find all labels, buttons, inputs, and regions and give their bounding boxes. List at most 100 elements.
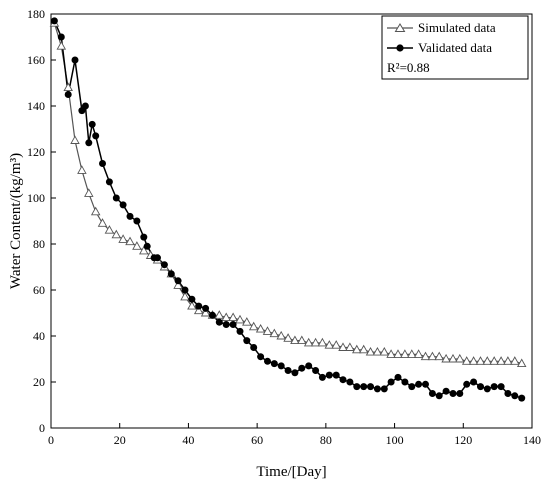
simulated-point — [441, 353, 451, 363]
validated-point — [250, 344, 258, 351]
y-tick-label: 60 — [33, 283, 45, 297]
validated-point — [140, 233, 148, 241]
simulated-point — [262, 326, 273, 335]
validated-point — [119, 201, 127, 209]
simulated-point — [90, 206, 101, 216]
validated-point — [401, 378, 409, 386]
validated-point — [408, 383, 416, 391]
validated-point — [463, 380, 471, 388]
validated-point — [435, 392, 443, 400]
simulated-point — [338, 342, 348, 351]
validated-point — [181, 286, 189, 294]
validated-point — [442, 387, 450, 395]
simulated-point — [77, 165, 87, 174]
simulated-point — [358, 344, 369, 354]
validated-point — [264, 357, 271, 365]
y-tick-label: 140 — [27, 99, 45, 113]
x-tick-label: 80 — [320, 433, 332, 447]
y-tick-label: 20 — [33, 375, 45, 389]
x-axis-title: Time/[Day] — [256, 464, 326, 480]
simulated-point — [461, 356, 472, 365]
validated-point — [154, 254, 161, 262]
simulated-point — [269, 328, 280, 338]
simulated-point — [214, 310, 225, 319]
simulated-point — [221, 312, 231, 322]
simulated-point — [455, 353, 465, 363]
simulated-point — [331, 340, 341, 349]
validated-point — [133, 217, 141, 225]
simulated-point — [482, 356, 493, 365]
validated-point — [504, 390, 512, 397]
validated-point — [202, 304, 210, 312]
validated-point — [332, 371, 340, 379]
simulated-point — [228, 312, 238, 322]
validated-point — [277, 362, 285, 370]
simulated-point — [180, 291, 190, 301]
validated-point — [312, 367, 320, 374]
simulated-point — [235, 314, 245, 324]
validated-point — [57, 33, 65, 41]
simulated-point — [84, 188, 94, 197]
simulated-point — [434, 351, 444, 361]
validated-point — [394, 373, 402, 381]
y-tick-label: 160 — [27, 53, 45, 67]
simulated-point — [475, 356, 486, 365]
validated-point — [257, 353, 265, 361]
simulated-point — [448, 353, 458, 363]
simulated-point — [345, 342, 355, 351]
simulated-point — [372, 346, 383, 356]
validated-point — [428, 390, 436, 397]
validated-point — [483, 385, 491, 393]
legend-marker-simulated — [394, 23, 406, 32]
simulated-point — [70, 135, 80, 144]
validated-point — [456, 390, 464, 397]
validated-point — [188, 295, 196, 303]
legend-label-validated: Validated data — [418, 40, 492, 55]
validated-point — [325, 371, 333, 379]
y-tick-label: 40 — [33, 329, 45, 343]
validated-point — [209, 311, 216, 319]
legend-marker-validated — [396, 44, 404, 52]
simulated-point — [317, 337, 328, 347]
validated-point — [422, 380, 429, 388]
series-layer — [49, 17, 527, 402]
simulated-point — [255, 323, 266, 333]
simulated-point — [365, 346, 376, 356]
validated-point — [229, 321, 237, 328]
simulated-point — [104, 225, 115, 234]
simulated-point — [297, 335, 307, 345]
simulated-point — [386, 349, 396, 358]
simulated-point — [132, 241, 142, 250]
validated-point — [380, 385, 388, 393]
simulated-point — [63, 82, 73, 92]
simulated-point — [400, 349, 410, 358]
simulated-point — [407, 349, 417, 358]
validated-point — [367, 383, 374, 391]
simulated-point — [489, 356, 499, 365]
validated-point — [71, 56, 79, 64]
validated-point — [415, 380, 423, 388]
simulated-point — [242, 317, 252, 326]
legend: Simulated data Validated data R²=0.88 — [381, 15, 529, 80]
validated-point — [387, 378, 395, 386]
simulated-point — [248, 321, 259, 331]
simulated-point — [303, 337, 314, 347]
plot-frame — [50, 13, 533, 429]
validated-point — [284, 367, 292, 374]
simulated-point — [510, 356, 520, 365]
validated-point — [298, 364, 306, 372]
validated-point — [50, 17, 58, 25]
validated-point — [339, 376, 347, 384]
validated-point — [222, 321, 230, 328]
validated-point — [112, 194, 120, 202]
validated-point — [195, 302, 203, 310]
validated-point — [518, 394, 526, 402]
validated-point — [291, 369, 299, 377]
y-tick-label: 0 — [39, 421, 45, 435]
simulated-point — [56, 41, 67, 50]
validated-point — [81, 102, 89, 110]
y-tick-label: 180 — [27, 7, 45, 21]
validated-point — [64, 91, 72, 98]
validated-point — [174, 277, 182, 285]
validated-point — [353, 383, 361, 391]
